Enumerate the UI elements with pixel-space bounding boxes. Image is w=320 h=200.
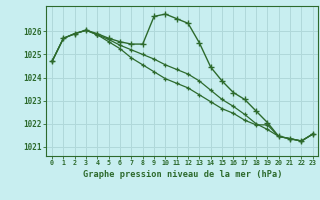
X-axis label: Graphe pression niveau de la mer (hPa): Graphe pression niveau de la mer (hPa) xyxy=(83,170,282,179)
